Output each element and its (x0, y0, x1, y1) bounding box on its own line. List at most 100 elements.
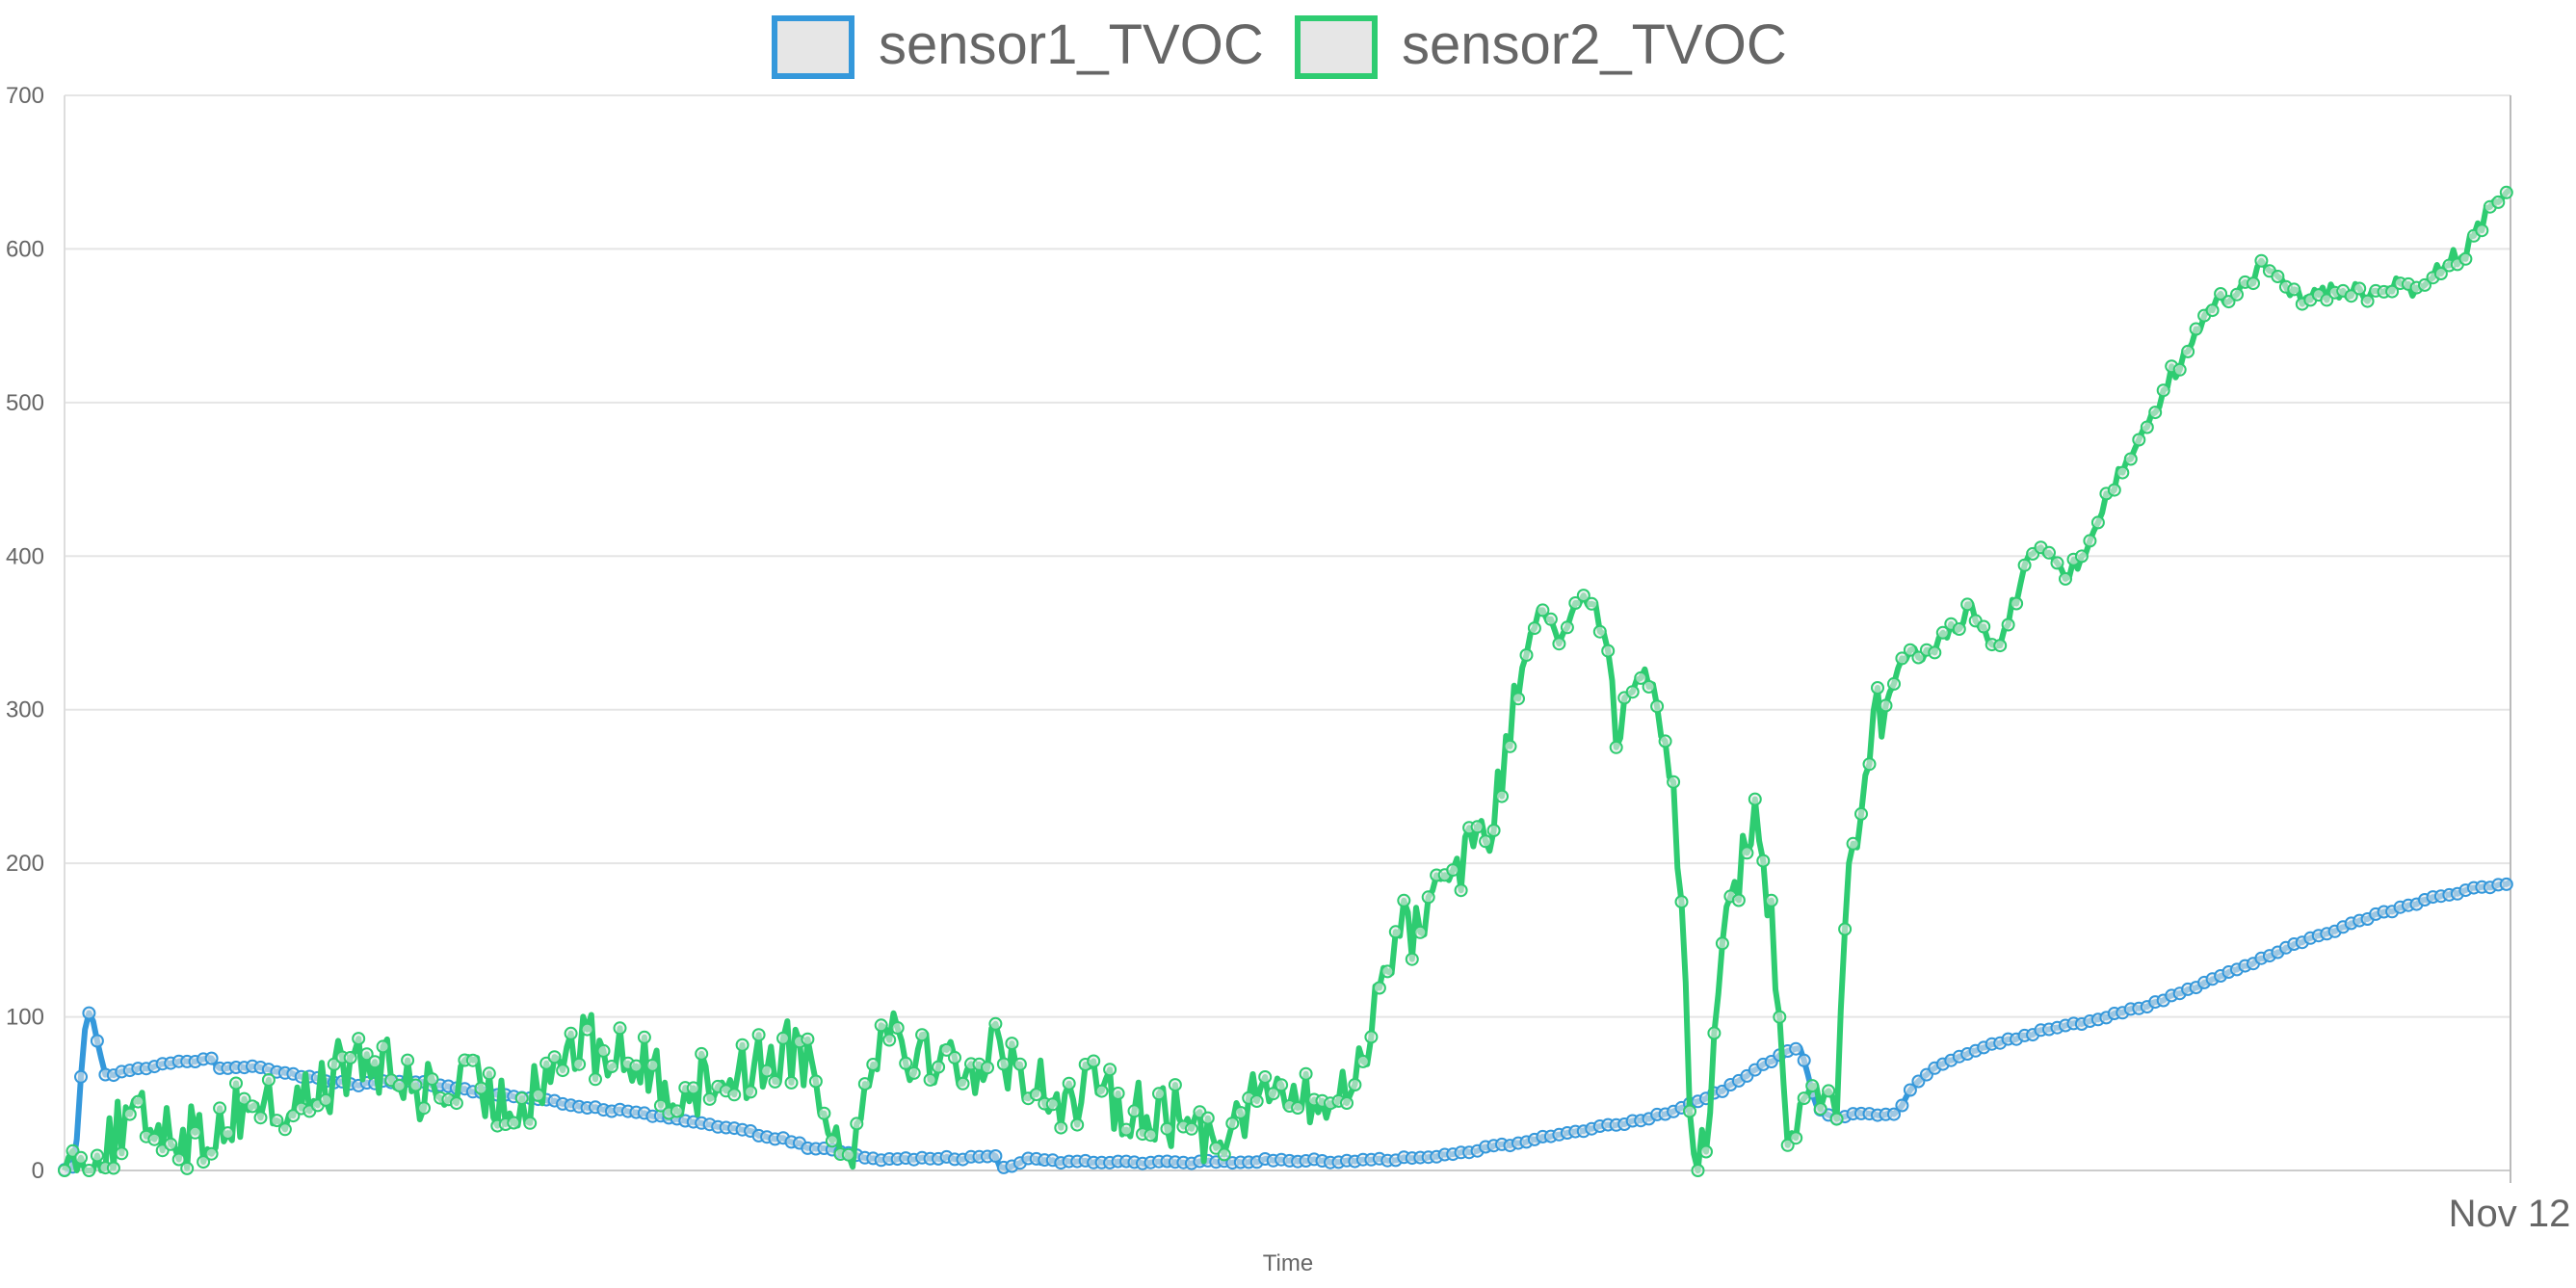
data-point[interactable] (645, 1058, 660, 1072)
data-point[interactable] (915, 1028, 930, 1042)
data-point[interactable] (188, 1125, 202, 1140)
data-point[interactable] (1127, 1104, 1142, 1118)
data-point[interactable] (1585, 596, 1599, 611)
data-point[interactable] (744, 1085, 758, 1099)
data-point[interactable] (841, 1147, 855, 1162)
data-point[interactable] (2475, 223, 2489, 238)
data-point[interactable] (564, 1026, 578, 1040)
data-point[interactable] (686, 1081, 700, 1095)
data-point[interactable] (899, 1056, 913, 1070)
data-point[interactable] (874, 1018, 888, 1033)
data-point[interactable] (180, 1161, 195, 1175)
data-point[interactable] (1355, 1054, 1370, 1068)
data-point[interactable] (2123, 452, 2138, 466)
data-point[interactable] (1486, 824, 1501, 837)
data-point[interactable] (1789, 1131, 1803, 1145)
data-point[interactable] (1592, 624, 1607, 639)
data-point[interactable] (1511, 692, 1525, 706)
data-point[interactable] (556, 1064, 570, 1078)
data-point[interactable] (1846, 836, 1860, 851)
data-point[interactable] (1634, 670, 1648, 685)
data-point[interactable] (817, 1106, 831, 1120)
data-point[interactable] (2433, 267, 2448, 280)
data-point[interactable] (768, 1074, 782, 1089)
data-point[interactable] (735, 1038, 749, 1052)
data-point[interactable] (1405, 952, 1419, 966)
data-point[interactable] (1495, 789, 1509, 803)
data-point[interactable] (90, 1148, 104, 1163)
data-point[interactable] (1887, 1107, 1901, 1121)
data-point[interactable] (221, 1126, 235, 1141)
data-point[interactable] (1184, 1121, 1198, 1136)
data-point[interactable] (1740, 846, 1754, 860)
data-point[interactable] (589, 1072, 602, 1087)
data-point[interactable] (2221, 295, 2236, 309)
data-point[interactable] (2271, 270, 2285, 283)
data-point[interactable] (801, 1032, 815, 1046)
data-point[interactable] (74, 1069, 88, 1084)
data-point[interactable] (2083, 534, 2097, 548)
data-point[interactable] (776, 1031, 790, 1045)
data-point[interactable] (866, 1058, 881, 1071)
data-point[interactable] (164, 1137, 178, 1151)
data-point[interactable] (1364, 1030, 1379, 1044)
data-point[interactable] (1879, 698, 1893, 713)
data-point[interactable] (82, 1006, 96, 1020)
data-point[interactable] (948, 1050, 961, 1065)
data-point[interactable] (939, 1042, 954, 1057)
data-point[interactable] (1780, 1138, 1795, 1152)
data-point[interactable] (2499, 185, 2513, 199)
data-point[interactable] (1854, 806, 1868, 821)
data-point[interactable] (1789, 1041, 1803, 1056)
data-point[interactable] (996, 1057, 1011, 1071)
data-point[interactable] (514, 1091, 529, 1106)
data-point[interactable] (670, 1104, 684, 1118)
data-point[interactable] (1928, 645, 1942, 660)
data-point[interactable] (2499, 877, 2513, 891)
data-point[interactable] (2247, 276, 2260, 291)
data-point[interactable] (1062, 1076, 1076, 1091)
data-point[interactable] (907, 1065, 921, 1080)
data-point[interactable] (1119, 1122, 1134, 1137)
data-point[interactable] (1087, 1054, 1101, 1068)
data-point[interactable] (1903, 643, 1917, 657)
data-point[interactable] (171, 1152, 186, 1167)
data-point[interactable] (2156, 383, 2170, 398)
data-point[interactable] (2132, 433, 2146, 447)
data-point[interactable] (408, 1078, 423, 1092)
data-point[interactable] (1012, 1057, 1027, 1071)
data-point[interactable] (1340, 1096, 1354, 1110)
data-point[interactable] (1380, 964, 1395, 979)
data-point[interactable] (956, 1076, 970, 1091)
data-point[interactable] (2491, 195, 2506, 209)
data-point[interactable] (1111, 1087, 1125, 1100)
data-point[interactable] (147, 1132, 162, 1146)
data-point[interactable] (115, 1146, 129, 1161)
data-point[interactable] (204, 1051, 219, 1065)
data-point[interactable] (392, 1078, 407, 1092)
data-point[interactable] (1348, 1078, 1362, 1091)
data-point[interactable] (751, 1028, 766, 1042)
data-point[interactable] (2189, 322, 2203, 336)
data-point[interactable] (572, 1057, 587, 1071)
data-point[interactable] (1911, 650, 1926, 665)
data-point[interactable] (1005, 1037, 1019, 1051)
data-point[interactable] (531, 1088, 545, 1102)
data-point[interactable] (2353, 281, 2367, 296)
data-point[interactable] (1601, 644, 1616, 658)
data-point[interactable] (1372, 981, 1386, 995)
data-point[interactable] (850, 1117, 864, 1131)
data-point[interactable] (857, 1077, 872, 1091)
data-point[interactable] (2074, 549, 2089, 564)
data-point[interactable] (1576, 589, 1590, 603)
data-point[interactable] (2214, 287, 2228, 301)
data-point[interactable] (2205, 303, 2220, 318)
data-point[interactable] (1233, 1106, 1248, 1119)
legend-item-sensor2[interactable]: sensor2_TVOC (1295, 13, 1787, 79)
data-point[interactable] (319, 1092, 333, 1107)
data-point[interactable] (1993, 639, 2008, 653)
data-point[interactable] (882, 1033, 897, 1047)
data-point[interactable] (1683, 1104, 1696, 1118)
data-point[interactable] (197, 1155, 211, 1170)
data-point[interactable] (246, 1099, 259, 1114)
